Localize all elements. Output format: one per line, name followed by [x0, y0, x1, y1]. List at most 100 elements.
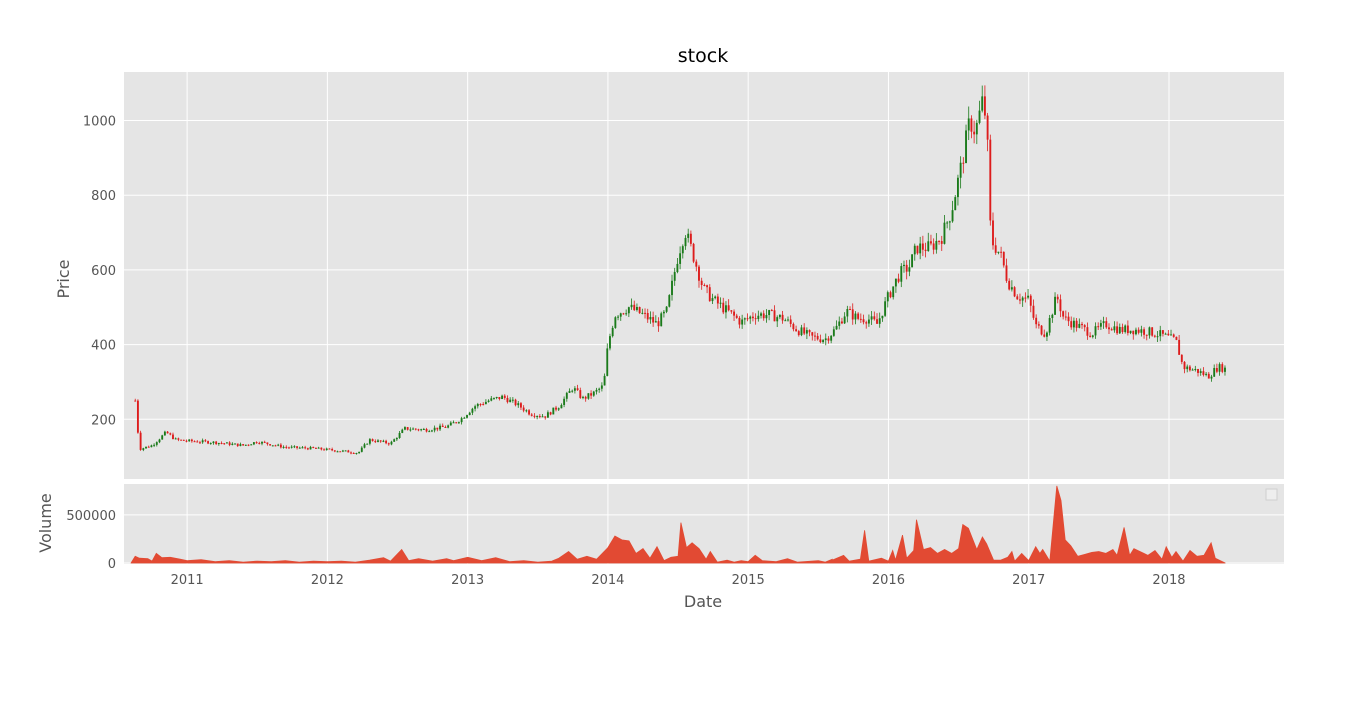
candle-up — [714, 296, 717, 299]
volume-area — [130, 485, 1226, 564]
candle-up — [439, 425, 441, 430]
volume-panel: 0 500000 2011 2012 2013 2014 2015 2016 2017 2018… — [36, 484, 1284, 588]
candle-down — [1161, 330, 1164, 334]
candle-up — [430, 430, 433, 432]
candle-down — [1064, 316, 1067, 318]
candle-down — [1024, 297, 1027, 299]
candle-up — [630, 304, 633, 308]
candle-down — [417, 429, 420, 431]
candle-up — [1046, 332, 1048, 337]
candle-down — [538, 416, 541, 418]
candle-up — [600, 385, 603, 389]
candle-up — [894, 278, 897, 287]
x-tick-label: 2014 — [591, 573, 624, 588]
candle-down — [371, 439, 374, 442]
candle-down — [889, 292, 892, 298]
candle-up — [565, 392, 568, 399]
candle-down — [436, 427, 439, 430]
candle-up — [617, 316, 620, 318]
candle-up — [250, 444, 253, 446]
candle-down — [352, 452, 355, 454]
candle-up — [1094, 326, 1097, 336]
candle-up — [595, 389, 598, 392]
candle-up — [468, 412, 471, 416]
candle-up — [511, 399, 514, 401]
candle-up — [158, 439, 161, 443]
candle-up — [587, 393, 590, 399]
x-tick-label: 2015 — [732, 573, 765, 588]
candle-up — [768, 310, 771, 316]
candle-up — [592, 391, 595, 396]
candle-up — [1099, 323, 1102, 327]
candle-up — [490, 398, 493, 401]
candle-up — [1051, 314, 1054, 319]
candle-down — [1059, 299, 1062, 312]
candle-down — [1016, 296, 1019, 300]
candle-up — [1054, 296, 1056, 315]
candle-down — [994, 245, 997, 253]
candle-down — [689, 233, 692, 244]
candle-up — [433, 427, 436, 431]
candle-down — [1013, 287, 1016, 297]
candle-down — [180, 439, 183, 441]
candle-down — [916, 245, 919, 254]
candle-down — [498, 396, 501, 399]
candle-up — [668, 295, 671, 307]
candle-up — [317, 447, 320, 449]
candle-up — [805, 330, 808, 334]
candle-down — [312, 446, 315, 448]
candle-down — [1089, 335, 1092, 337]
candle-up — [725, 305, 727, 313]
candle-down — [814, 335, 816, 337]
candle-up — [271, 445, 274, 447]
candle-up — [1129, 330, 1132, 334]
price-axis-label: Price — [54, 259, 73, 298]
candle-down — [897, 278, 900, 282]
candle-up — [336, 451, 339, 453]
candle-down — [247, 444, 250, 446]
candle-down — [1175, 336, 1178, 340]
candle-up — [598, 388, 601, 390]
candle-up — [956, 177, 959, 198]
candle-down — [795, 329, 798, 332]
candle-down — [700, 280, 703, 285]
candle-down — [266, 442, 269, 445]
candle-down — [520, 403, 522, 408]
candle-down — [579, 390, 582, 398]
candle-down — [514, 399, 517, 406]
candle-down — [414, 428, 417, 430]
candle-up — [358, 451, 361, 454]
candle-up — [153, 444, 156, 446]
candle-up — [404, 427, 406, 430]
candle-down — [1056, 296, 1059, 300]
candle-down — [970, 118, 973, 132]
candle-down — [730, 310, 733, 312]
candle-down — [1067, 316, 1070, 322]
candle-down — [1151, 327, 1154, 336]
candle-up — [1021, 297, 1024, 301]
candle-up — [409, 429, 412, 431]
candle-down — [190, 439, 193, 442]
candle-up — [493, 397, 495, 399]
candle-down — [328, 448, 331, 450]
candle-down — [350, 452, 352, 454]
candle-up — [563, 398, 566, 405]
candle-down — [962, 162, 965, 164]
candle-down — [827, 338, 830, 341]
candle-up — [673, 272, 676, 281]
candle-down — [503, 395, 506, 398]
candle-up — [654, 321, 657, 323]
volume-ticks: 0 500000 — [66, 509, 116, 572]
candle-up — [1210, 376, 1213, 379]
candle-up — [225, 442, 228, 444]
candle-down — [306, 448, 309, 450]
candle-up — [760, 313, 762, 316]
candle-down — [199, 442, 201, 444]
candle-down — [932, 243, 935, 250]
candle-up — [344, 450, 347, 452]
candle-up — [1224, 367, 1226, 372]
candle-up — [1091, 335, 1094, 337]
candle-down — [781, 314, 784, 321]
candle-up — [835, 325, 838, 330]
candle-down — [425, 428, 428, 432]
